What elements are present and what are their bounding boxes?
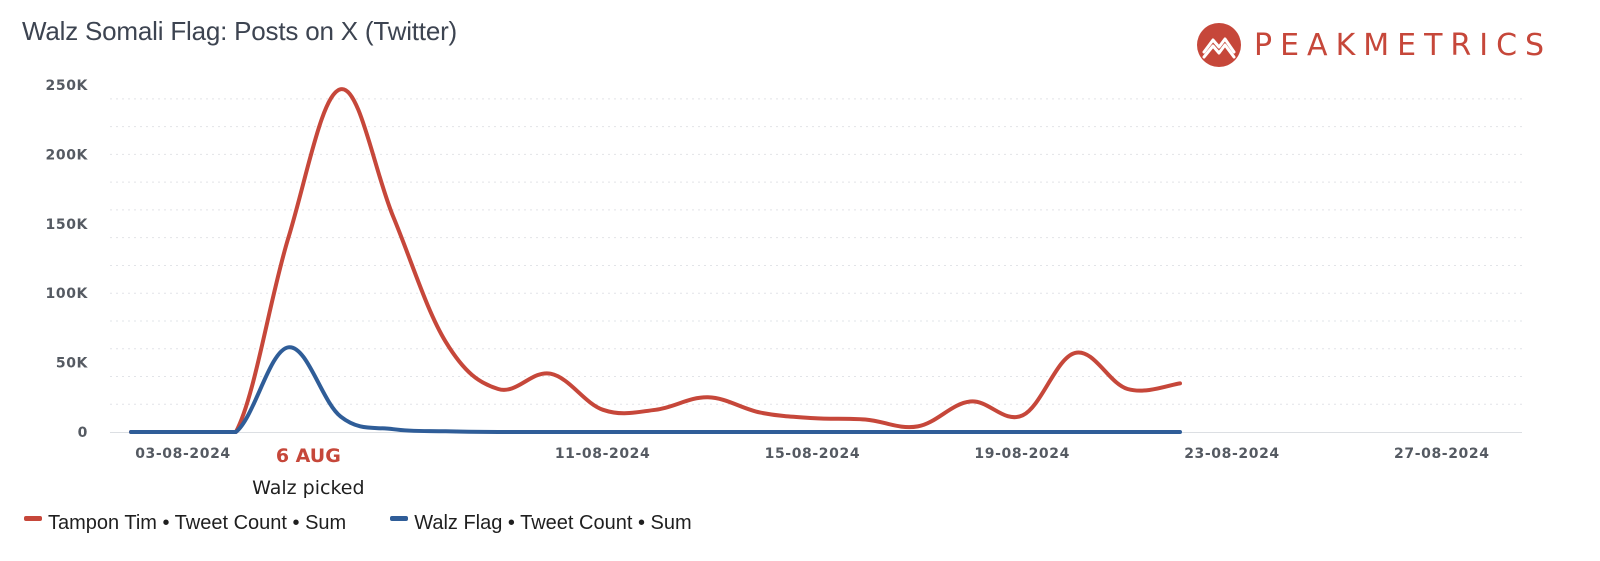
- mountain-peak-icon: [1197, 23, 1241, 67]
- x-tick-label: 03-08-2024: [135, 446, 231, 462]
- legend-label-tampon-tim: Tampon Tim • Tweet Count • Sum: [48, 512, 347, 534]
- series-line-tampon-tim: [129, 87, 1182, 434]
- legend-swatch-walz-flag: [390, 516, 409, 521]
- legend-item-walz-flag[interactable]: Walz Flag • Tweet Count • Sum: [390, 512, 692, 535]
- x-tick-label: 11-08-2024: [555, 446, 651, 462]
- axis-layer: 0 50K 100K 150K 200K 250K 03-08-2024 11-08-2024…: [46, 78, 1490, 462]
- x-tick-label: 27-08-2024: [1394, 446, 1490, 462]
- chart-legend: Tampon Tim • Tweet Count • Sum Walz Flag…: [24, 512, 736, 535]
- y-tick-label: 50K: [56, 356, 89, 372]
- series-line-walz-flag: [129, 345, 1182, 434]
- y-tick-label: 0: [78, 425, 88, 441]
- y-tick-label: 150K: [46, 217, 89, 233]
- grid-layer: [110, 98, 1522, 433]
- annotation-layer: 6 AUG Walz picked: [252, 445, 364, 499]
- logo-text: PEAKMETRICS: [1254, 27, 1553, 63]
- annotation-text: Walz picked: [252, 477, 364, 499]
- x-tick-label: 19-08-2024: [974, 446, 1070, 462]
- y-tick-label: 200K: [46, 147, 89, 163]
- y-tick-label: 100K: [46, 286, 89, 302]
- x-tick-label: 15-08-2024: [765, 446, 861, 462]
- chart-title: Walz Somali Flag: Posts on X (Twitter): [22, 16, 457, 46]
- peakmetrics-logo: PEAKMETRICS: [1196, 20, 1552, 70]
- legend-label-walz-flag: Walz Flag • Tweet Count • Sum: [414, 512, 692, 534]
- annotation-date-label: 6 AUG: [276, 445, 341, 467]
- legend-item-tampon-tim[interactable]: Tampon Tim • Tweet Count • Sum: [24, 512, 346, 535]
- y-tick-label: 250K: [46, 78, 89, 94]
- x-tick-label: 23-08-2024: [1184, 446, 1280, 462]
- legend-swatch-tampon-tim: [24, 516, 42, 521]
- series-layer: [129, 87, 1182, 434]
